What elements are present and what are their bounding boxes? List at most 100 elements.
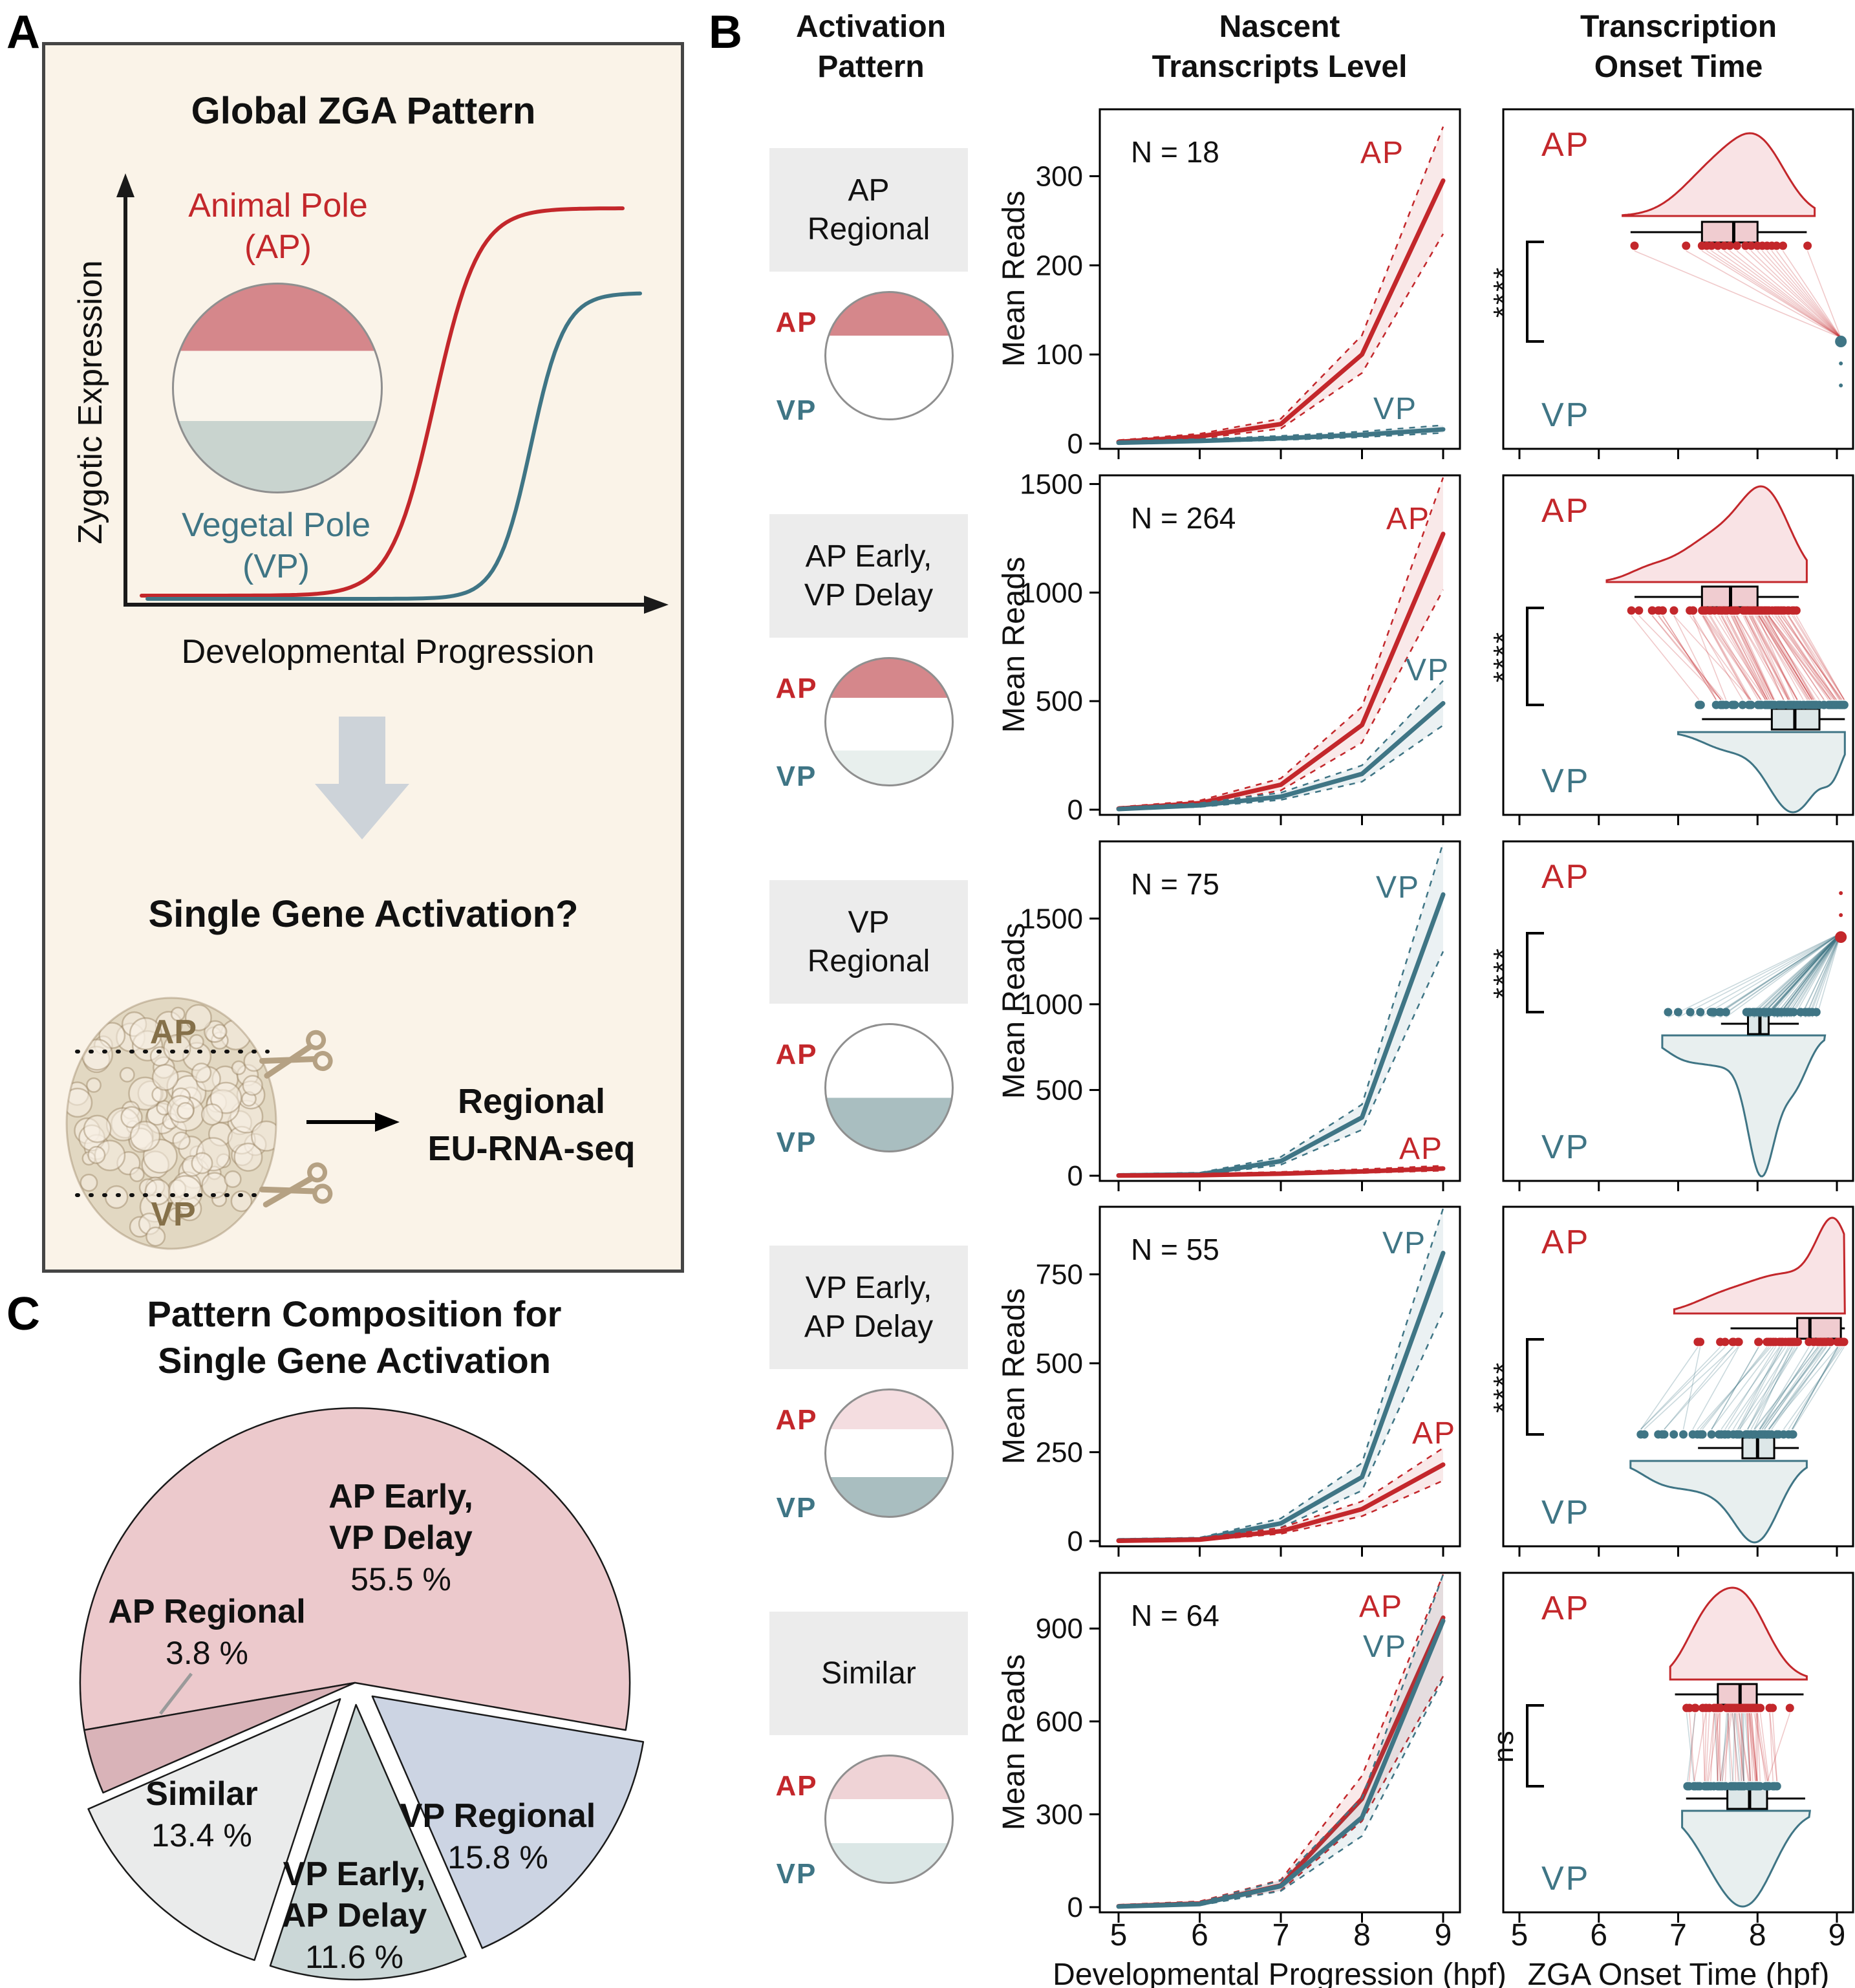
col-header-transcription: Transcription bbox=[1580, 10, 1777, 44]
svg-text:****: **** bbox=[1488, 266, 1519, 318]
pattern-circle-vp-early-ap-delay bbox=[824, 1388, 954, 1518]
vegetal-pole-label: Vegetal Pole bbox=[181, 506, 371, 544]
svg-text:VP: VP bbox=[1382, 1226, 1426, 1260]
pie-label-ap-regional: AP Regional 3.8 % bbox=[108, 1593, 306, 1671]
pattern-ap-label-ap-early-vp-delay: AP bbox=[775, 673, 818, 704]
pattern-circle-vp-regional bbox=[824, 1023, 954, 1152]
nascent-x-axis-title: Developmental Progression (hpf) bbox=[1053, 1958, 1507, 1988]
activation-pattern-label-similar: Similar bbox=[769, 1612, 968, 1735]
developmental-progression-axis-label: Developmental Progression bbox=[181, 633, 595, 671]
svg-text:N = 55: N = 55 bbox=[1131, 1233, 1219, 1266]
pie-label-ap-early-vp-delay: AP Early, VP Delay 55.5 % bbox=[328, 1478, 473, 1597]
svg-text:500: 500 bbox=[1036, 1348, 1083, 1379]
eu-rna-seq-label: EU-RNA-seq bbox=[427, 1129, 636, 1168]
svg-text:250: 250 bbox=[1036, 1437, 1083, 1469]
svg-text:0: 0 bbox=[1067, 1526, 1083, 1557]
svg-text:1500: 1500 bbox=[1020, 468, 1083, 500]
svg-text:500: 500 bbox=[1036, 686, 1083, 717]
scissors-icon bbox=[259, 1030, 333, 1079]
col-header-nascent: Nascent bbox=[1219, 10, 1340, 44]
svg-text:8: 8 bbox=[1749, 1918, 1766, 1952]
onset-x-axis-title: ZGA Onset Time (hpf) bbox=[1527, 1958, 1830, 1988]
embryo-illustration bbox=[65, 997, 400, 1250]
svg-text:AP: AP bbox=[1541, 492, 1590, 530]
svg-text:300: 300 bbox=[1036, 1799, 1083, 1830]
svg-text:Mean Reads: Mean Reads bbox=[997, 1288, 1031, 1464]
global-zga-plot bbox=[116, 173, 669, 614]
pattern-ap-label-ap-regional: AP bbox=[775, 307, 818, 338]
svg-text:6: 6 bbox=[1590, 1918, 1607, 1952]
zygotic-expression-axis-label: Zygotic Expression bbox=[72, 260, 109, 545]
panel-a-letter: A bbox=[6, 6, 40, 58]
svg-text:VP: VP bbox=[1541, 396, 1590, 434]
svg-text:900: 900 bbox=[1036, 1613, 1083, 1645]
svg-text:AP: AP bbox=[1360, 136, 1404, 170]
svg-text:VP: VP bbox=[1363, 1630, 1407, 1664]
activation-pattern-label-ap-early-vp-delay: AP Early, VP Delay bbox=[769, 514, 968, 638]
svg-text:Mean Reads: Mean Reads bbox=[997, 557, 1031, 733]
svg-text:****: **** bbox=[1488, 631, 1519, 683]
svg-text:AP: AP bbox=[1359, 1590, 1403, 1624]
embryo-ap-label: AP bbox=[149, 1013, 197, 1051]
pattern-ap-label-similar: AP bbox=[775, 1770, 818, 1802]
col-header-activation: Activation bbox=[795, 10, 947, 44]
activation-pattern-label-ap-regional: AP Regional bbox=[769, 148, 968, 272]
pattern-circle-similar bbox=[824, 1755, 954, 1884]
pattern-vp-label-vp-regional: VP bbox=[776, 1127, 817, 1158]
down-arrow-icon bbox=[315, 717, 409, 839]
svg-text:8: 8 bbox=[1353, 1918, 1371, 1952]
svg-text:5: 5 bbox=[1511, 1918, 1528, 1952]
svg-text:N = 264: N = 264 bbox=[1131, 501, 1236, 535]
svg-text:0: 0 bbox=[1067, 1892, 1083, 1923]
pie-slice-similar bbox=[87, 1698, 341, 1961]
pie-title-line1: Pattern Composition for bbox=[147, 1293, 562, 1334]
onset-raincloud-similar: 5 6 7 8 9 ns AP VP bbox=[1488, 1572, 1854, 1952]
svg-text:AP: AP bbox=[1412, 1416, 1456, 1451]
pie-label-vp-early-ap-delay: VP Early, AP Delay 11.6 % bbox=[281, 1855, 427, 1975]
svg-text:5: 5 bbox=[1110, 1918, 1128, 1952]
col-header-onset-time: Onset Time bbox=[1594, 50, 1763, 84]
panel-c-letter: C bbox=[6, 1288, 40, 1340]
svg-text:9: 9 bbox=[1435, 1918, 1452, 1952]
svg-text:VP: VP bbox=[1541, 1860, 1590, 1897]
svg-text:7: 7 bbox=[1669, 1918, 1687, 1952]
pie-slice-vp-early-ap-delay bbox=[269, 1703, 467, 1981]
svg-text:600: 600 bbox=[1036, 1706, 1083, 1738]
svg-text:N = 18: N = 18 bbox=[1131, 135, 1219, 169]
svg-text:1000: 1000 bbox=[1020, 577, 1083, 609]
svg-text:Mean Reads: Mean Reads bbox=[997, 1654, 1031, 1830]
svg-text:VP: VP bbox=[1541, 762, 1590, 800]
onset-raincloud-vp-regional: **** AP VP bbox=[1488, 840, 1854, 1191]
nascent-chart-ap-early-vp-delay: 0 500 1000 1500 N = 264 AP VP Mean Reads bbox=[997, 468, 1461, 826]
vegetal-pole-abbr: (VP) bbox=[242, 548, 310, 585]
pie-title-line2: Single Gene Activation bbox=[158, 1340, 551, 1381]
animal-pole-label: Animal Pole bbox=[188, 187, 368, 224]
pattern-ap-label-vp-early-ap-delay: AP bbox=[775, 1404, 818, 1436]
svg-text:0: 0 bbox=[1067, 1160, 1083, 1192]
pie-slice-vp-regional bbox=[371, 1695, 645, 1949]
pattern-circle-ap-early-vp-delay bbox=[824, 657, 954, 786]
panel-b-letter: B bbox=[709, 6, 742, 58]
pie-slice-ap-regional bbox=[83, 1681, 356, 1794]
svg-text:AP: AP bbox=[1541, 1590, 1590, 1627]
ap-vp-embryo-schematic bbox=[172, 283, 383, 493]
svg-text:7: 7 bbox=[1272, 1918, 1290, 1952]
svg-text:AP: AP bbox=[1399, 1132, 1443, 1166]
svg-text:0: 0 bbox=[1067, 794, 1083, 826]
svg-text:200: 200 bbox=[1036, 250, 1083, 281]
svg-text:1500: 1500 bbox=[1020, 903, 1083, 935]
svg-text:N = 75: N = 75 bbox=[1131, 867, 1219, 901]
onset-raincloud-vp-early-ap-delay: **** AP VP bbox=[1488, 1205, 1854, 1557]
nascent-chart-similar: 0 300 600 900 5 6 7 8 9 N = 64 AP VP Mean Reads bbox=[997, 1572, 1461, 1952]
pattern-vp-label-ap-early-vp-delay: VP bbox=[776, 761, 817, 792]
global-zga-title: Global ZGA Pattern bbox=[191, 90, 536, 132]
pattern-composition-pie bbox=[79, 1407, 645, 1981]
svg-text:750: 750 bbox=[1036, 1259, 1083, 1291]
pattern-vp-label-vp-early-ap-delay: VP bbox=[776, 1492, 817, 1524]
single-gene-activation-question: Single Gene Activation? bbox=[148, 893, 579, 935]
svg-text:****: **** bbox=[1488, 947, 1519, 999]
pattern-circle-ap-regional bbox=[824, 291, 954, 420]
